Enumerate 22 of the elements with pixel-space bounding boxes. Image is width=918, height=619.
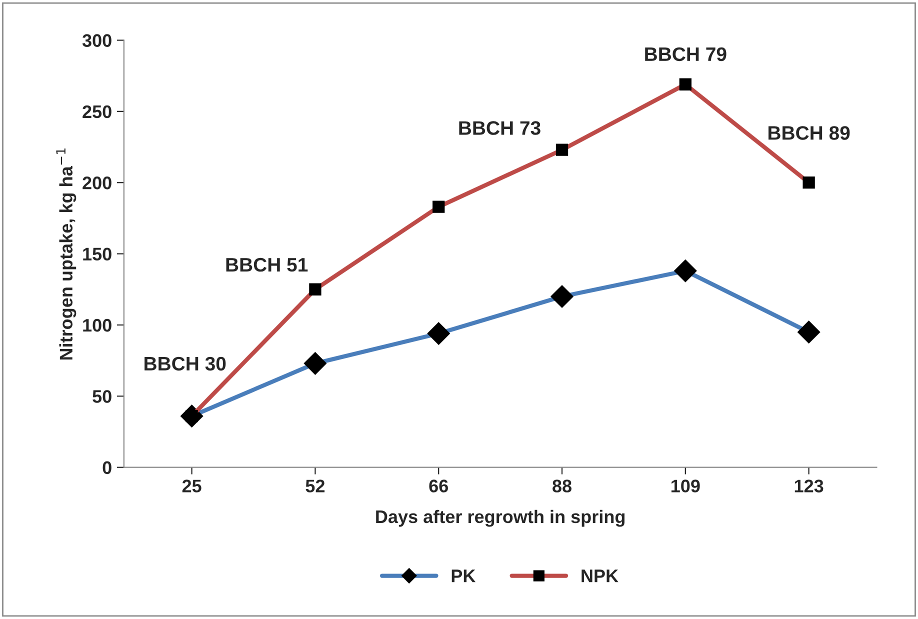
y-tick-label: 200 [82, 176, 112, 190]
x-tick-label: 52 [306, 480, 325, 492]
x-tick-label: 66 [429, 480, 448, 492]
legend-label: PK [452, 570, 476, 582]
annotation: BBCH 51 [226, 258, 308, 272]
y-tick-label: 300 [82, 34, 112, 47]
annotation: BBCH 79 [645, 47, 726, 62]
x-axis-title: Days after regrowth in spring [376, 510, 625, 527]
legend-label: NPK [582, 570, 618, 582]
annotation: BBCH 89 [768, 126, 850, 140]
x-tick-label: 109 [671, 480, 700, 492]
y-tick-label: 50 [92, 390, 112, 403]
x-tick-label: 25 [182, 480, 202, 492]
y-tick-label: 100 [83, 318, 112, 332]
y-tick-label: 250 [82, 105, 112, 118]
y-tick-label: 150 [83, 248, 112, 261]
y-axis-title: Nitrogen uptake, kg ha$^{−1}$ [56, 148, 76, 360]
annotation: BBCH 30 [144, 356, 226, 371]
x-tick-label: 123 [794, 480, 824, 492]
y-tick-label: 0 [102, 461, 112, 474]
annotation: BBCH 73 [459, 121, 540, 135]
x-tick-label: 88 [552, 480, 572, 492]
